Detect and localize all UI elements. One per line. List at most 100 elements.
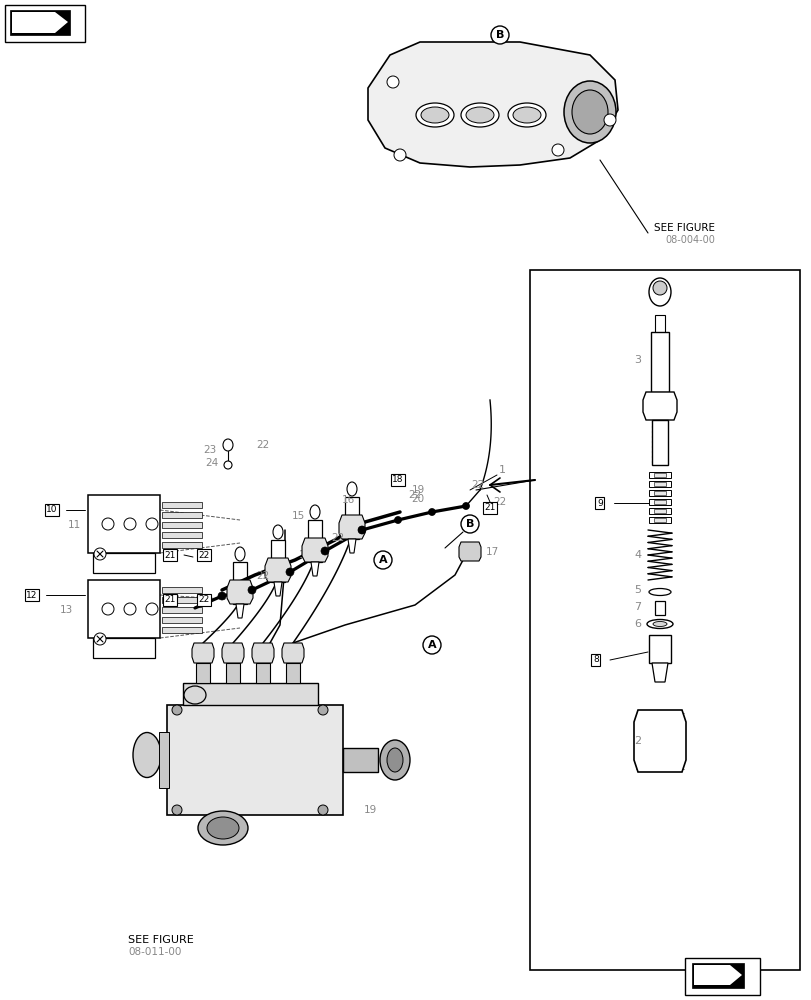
Polygon shape: [5, 5, 85, 42]
Bar: [162, 617, 202, 623]
Bar: [307, 520, 322, 562]
Circle shape: [423, 636, 440, 654]
Polygon shape: [633, 710, 685, 772]
Polygon shape: [12, 12, 68, 33]
Bar: [162, 597, 202, 603]
Ellipse shape: [508, 103, 545, 127]
Bar: [162, 607, 202, 613]
Ellipse shape: [513, 107, 540, 123]
Text: 19: 19: [363, 805, 376, 815]
Text: 7: 7: [633, 602, 641, 612]
Circle shape: [124, 518, 135, 530]
Bar: [648, 508, 670, 514]
Text: 22: 22: [408, 490, 421, 500]
Circle shape: [172, 705, 182, 715]
Circle shape: [94, 633, 106, 645]
Bar: [93, 553, 155, 573]
Bar: [653, 482, 665, 486]
Circle shape: [491, 26, 508, 44]
Text: 5: 5: [633, 585, 641, 595]
Polygon shape: [367, 42, 617, 167]
Circle shape: [102, 603, 114, 615]
Ellipse shape: [224, 461, 232, 469]
Circle shape: [102, 518, 114, 530]
Ellipse shape: [207, 817, 238, 839]
Ellipse shape: [652, 621, 666, 626]
Text: A: A: [378, 555, 387, 565]
Ellipse shape: [223, 439, 233, 451]
Text: 24: 24: [205, 458, 218, 468]
Text: A: A: [427, 640, 436, 650]
Ellipse shape: [198, 811, 247, 845]
Bar: [225, 663, 240, 683]
Text: SEE FIGURE: SEE FIGURE: [128, 935, 194, 945]
Ellipse shape: [648, 278, 670, 306]
Bar: [162, 512, 202, 518]
Text: 22: 22: [471, 480, 484, 490]
Bar: [653, 509, 665, 513]
Polygon shape: [281, 643, 303, 663]
Ellipse shape: [234, 547, 245, 561]
Ellipse shape: [461, 103, 499, 127]
Text: 16: 16: [341, 495, 354, 505]
Bar: [653, 491, 665, 495]
Text: 9: 9: [596, 498, 602, 508]
Bar: [345, 497, 358, 539]
Ellipse shape: [272, 525, 283, 539]
Bar: [255, 663, 270, 683]
Circle shape: [394, 516, 401, 524]
Ellipse shape: [466, 107, 493, 123]
Text: 22: 22: [198, 550, 209, 560]
Text: 14: 14: [298, 550, 311, 560]
Polygon shape: [221, 643, 243, 663]
Text: 20: 20: [411, 494, 424, 504]
Ellipse shape: [133, 732, 161, 778]
Text: 2: 2: [633, 736, 641, 746]
Polygon shape: [273, 582, 281, 596]
Ellipse shape: [310, 505, 320, 519]
Ellipse shape: [652, 281, 666, 295]
Bar: [653, 473, 665, 477]
Circle shape: [320, 547, 328, 555]
Bar: [93, 638, 155, 658]
Circle shape: [461, 515, 478, 533]
Bar: [342, 748, 378, 772]
Bar: [271, 540, 285, 582]
Bar: [653, 500, 665, 504]
Circle shape: [146, 603, 158, 615]
Text: 22: 22: [331, 533, 344, 543]
Circle shape: [387, 76, 398, 88]
Bar: [88, 580, 160, 638]
Text: 3: 3: [633, 355, 641, 365]
Text: 08-011-00: 08-011-00: [128, 947, 181, 957]
Polygon shape: [236, 604, 243, 618]
Circle shape: [217, 592, 225, 600]
Circle shape: [358, 526, 365, 534]
Bar: [195, 663, 210, 683]
Circle shape: [603, 114, 616, 126]
Text: 13: 13: [59, 605, 72, 615]
Text: 22: 22: [256, 440, 269, 450]
Polygon shape: [191, 643, 214, 663]
Bar: [162, 532, 202, 538]
Ellipse shape: [184, 686, 206, 704]
Text: 4: 4: [633, 550, 641, 560]
Polygon shape: [684, 958, 759, 995]
Circle shape: [94, 548, 106, 560]
Circle shape: [462, 502, 469, 510]
Polygon shape: [302, 538, 328, 562]
Bar: [648, 481, 670, 487]
Text: 17: 17: [485, 547, 498, 557]
Circle shape: [247, 586, 255, 594]
Polygon shape: [458, 542, 480, 561]
Text: SEE FIGURE: SEE FIGURE: [653, 223, 714, 233]
Polygon shape: [264, 558, 290, 582]
Polygon shape: [311, 562, 319, 576]
Polygon shape: [338, 515, 365, 539]
Bar: [10, 10, 70, 35]
Polygon shape: [251, 643, 273, 663]
Bar: [648, 490, 670, 496]
Bar: [162, 627, 202, 633]
Circle shape: [172, 805, 182, 815]
Bar: [648, 635, 670, 663]
